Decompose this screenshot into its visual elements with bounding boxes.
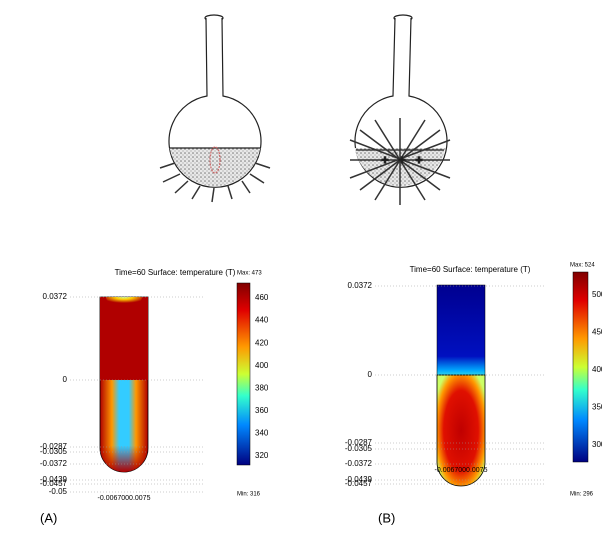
y-tick-label: -0.0439 bbox=[345, 475, 373, 484]
panel-label: (B) bbox=[378, 510, 395, 525]
y-tick-label: -0.0439 bbox=[40, 475, 68, 484]
colorbar-tick: 450 bbox=[592, 328, 602, 337]
svg-text:+: + bbox=[398, 153, 405, 167]
colorbar-tick: 350 bbox=[592, 403, 602, 412]
colorbar-min: Min: 316 bbox=[237, 492, 261, 498]
y-tick-label: -0.05 bbox=[49, 487, 68, 496]
plot-title: Time=60 Surface: temperature (T) bbox=[115, 268, 236, 277]
colorbar-tick: 360 bbox=[255, 406, 269, 415]
colorbar-max: Max: 524 bbox=[570, 263, 595, 269]
colorbar-tick: 400 bbox=[255, 361, 269, 370]
colorbar-tick: 400 bbox=[592, 365, 602, 374]
y-tick-label: 0 bbox=[63, 375, 68, 384]
colorbar bbox=[236, 282, 251, 466]
y-tick-label: 0 bbox=[368, 370, 373, 379]
plot-a bbox=[99, 282, 251, 473]
y-tick-label: -0.0457 bbox=[40, 479, 68, 488]
x-tick-label: -0.0067000.0075 bbox=[435, 467, 488, 474]
colorbar-tick: 460 bbox=[255, 293, 269, 302]
colorbar-tick: 320 bbox=[255, 451, 269, 460]
y-tick-label: 0.0372 bbox=[348, 281, 373, 290]
y-tick-label: -0.0287 bbox=[345, 438, 373, 447]
y-tick-label: -0.0457 bbox=[345, 479, 373, 488]
flask-a bbox=[159, 14, 271, 203]
colorbar-tick: 440 bbox=[255, 316, 269, 325]
y-tick-label: -0.0372 bbox=[345, 459, 373, 468]
y-tick-label: -0.0305 bbox=[40, 447, 68, 456]
colorbar-tick: 500 bbox=[592, 290, 602, 299]
plot-title: Time=60 Surface: temperature (T) bbox=[410, 265, 531, 274]
colorbar-min: Min: 296 bbox=[570, 492, 594, 498]
y-tick-label: -0.0372 bbox=[40, 459, 68, 468]
panel-label: (A) bbox=[40, 510, 57, 525]
colorbar-tick: 340 bbox=[255, 429, 269, 438]
svg-text:+: + bbox=[415, 153, 422, 167]
flask-b: + + + bbox=[349, 14, 451, 205]
plot-b bbox=[436, 271, 589, 487]
x-tick-label: -0.0067000.0075 bbox=[98, 495, 151, 502]
colorbar-tick: 300 bbox=[592, 440, 602, 449]
y-tick-label: -0.0287 bbox=[40, 442, 68, 451]
colorbar-tick: 380 bbox=[255, 383, 269, 392]
y-tick-label: 0.0372 bbox=[43, 292, 68, 301]
colorbar-tick: 420 bbox=[255, 338, 269, 347]
colorbar bbox=[572, 271, 589, 463]
y-tick-label: -0.0305 bbox=[345, 444, 373, 453]
colorbar-max: Max: 473 bbox=[237, 271, 262, 277]
svg-text:+: + bbox=[381, 153, 388, 167]
